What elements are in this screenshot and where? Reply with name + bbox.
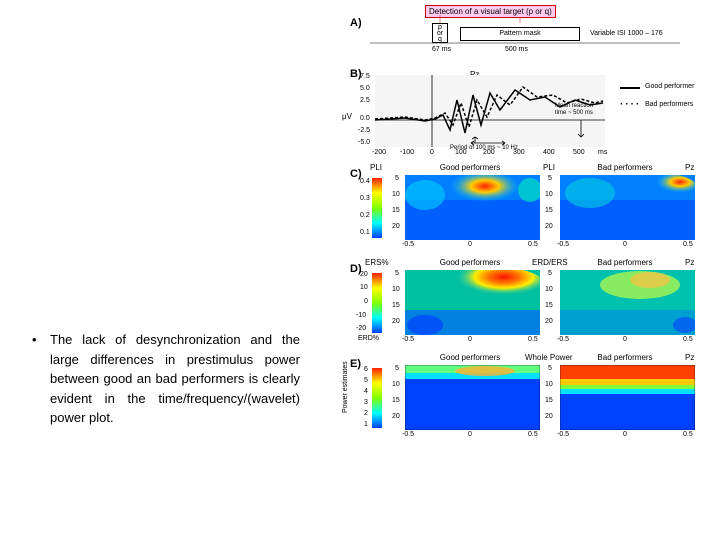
xtick: 0.5 [528,431,538,438]
ytick: 10 [392,191,400,198]
ytick: 10 [392,286,400,293]
xtick: 0 [430,149,434,156]
d-left-title: Good performers [420,258,520,267]
d-measure-r: ERD/ERS [532,258,568,267]
c-heatmap-right [560,175,695,240]
xtick: -0.5 [557,241,569,248]
ytick: -2.5 [358,127,370,134]
xtick: 400 [543,149,555,156]
ytick: 15 [392,397,400,404]
rt-annotation-2: time ~ 500 ms [555,110,593,116]
ytick: 2.5 [360,97,370,104]
xtick: 0 [468,336,472,343]
ytick: 20 [545,223,553,230]
xtick: -100 [400,149,414,156]
ytick: 10 [545,381,553,388]
legend-good: Good performer [645,83,694,90]
e-pz: Pz [685,353,694,362]
pq-box: p or q [432,23,448,43]
uv-label: μV [342,112,352,121]
pq-q: q [433,37,447,43]
xtick: 0.5 [683,241,693,248]
ytick: 15 [392,302,400,309]
ytick: 20 [545,413,553,420]
e-heatmap-right [560,365,695,430]
time-67: 67 ms [432,46,451,53]
panel-e: Good performers Bad performers Whole Pow… [340,353,710,443]
xtick: 500 [573,149,585,156]
ytick: -5.0 [358,139,370,146]
ytick: 10 [545,191,553,198]
xtick: 0.5 [528,241,538,248]
panel-b: Pz μV 7.5 5.0 2.5 0.0 -2.5 -5 [340,67,710,162]
xtick: -0.5 [402,431,414,438]
ytick: 5 [548,270,552,277]
xtick: -0.5 [557,336,569,343]
e-right-title: Bad performers [575,353,675,362]
d-heatmap-left [405,270,540,335]
d-measure-l: ERS% [365,258,389,267]
c-heatmap-left [405,175,540,240]
ytick: 20 [545,318,553,325]
xtick: 0.5 [683,336,693,343]
ytick: 5 [395,365,399,372]
e-left-title: Good performers [420,353,520,362]
e-ylabel: Power estimates [342,361,349,413]
xtick: -0.5 [402,241,414,248]
c-left-title: Good performers [420,163,520,172]
ytick: 20 [392,223,400,230]
ytick: 15 [545,302,553,309]
d-erd: ERD% [358,335,379,342]
pattern-mask-box: Pattern mask [460,27,580,41]
panel-c: Good performers Bad performers PLI PLI P… [340,163,710,253]
legend-bad: Bad performers [645,101,693,108]
bullet-text: The lack of desynchronization and the la… [50,330,300,428]
ytick: 0.0 [360,115,370,122]
time-500: 500 ms [505,46,528,53]
ytick: 15 [545,207,553,214]
xtick: -0.5 [402,336,414,343]
d-heatmap-right [560,270,695,335]
ytick: 5.0 [360,85,370,92]
x-unit: ms [598,149,607,156]
ytick: 20 [392,413,400,420]
xtick: 0 [468,241,472,248]
rt-annotation-1: Mean reaction [555,103,593,109]
c-pz: Pz [685,163,694,172]
ytick: 5 [395,175,399,182]
ytick: 15 [392,207,400,214]
ytick: 5 [395,270,399,277]
xtick: 0 [623,431,627,438]
isi-label: Variable ISI 1000 – 176 [590,30,663,37]
legend-bad-dots: ···· [620,99,641,110]
ytick: 10 [392,381,400,388]
c-right-title: Bad performers [575,163,675,172]
ytick: 5 [548,365,552,372]
figure: A) Detection of a visual target (p or q)… [340,5,710,535]
slide: The lack of desynchronization and the la… [0,0,720,540]
ytick: 20 [392,318,400,325]
xtick: 0.5 [528,336,538,343]
e-measure: Whole Power [525,353,573,362]
ytick: 10 [545,286,553,293]
ytick: 5 [548,175,552,182]
panel-a: Detection of a visual target (p or q) p … [340,5,710,65]
xtick: -200 [372,149,386,156]
panel-d: Good performers Bad performers ERS% ERD/… [340,258,710,348]
c-measure-r: PLI [543,163,555,172]
d-right-title: Bad performers [575,258,675,267]
period-annotation: Period of 100 ms ~ 10 Hz [450,145,518,151]
ytick: 7.5 [360,73,370,80]
xtick: -0.5 [557,431,569,438]
xtick: 0.5 [683,431,693,438]
d-pz: Pz [685,258,694,267]
xtick: 0 [623,241,627,248]
c-measure: PLI [370,163,382,172]
xtick: 0 [468,431,472,438]
legend-good-line [620,87,640,89]
ytick: 15 [545,397,553,404]
e-heatmap-left [405,365,540,430]
xtick: 0 [623,336,627,343]
